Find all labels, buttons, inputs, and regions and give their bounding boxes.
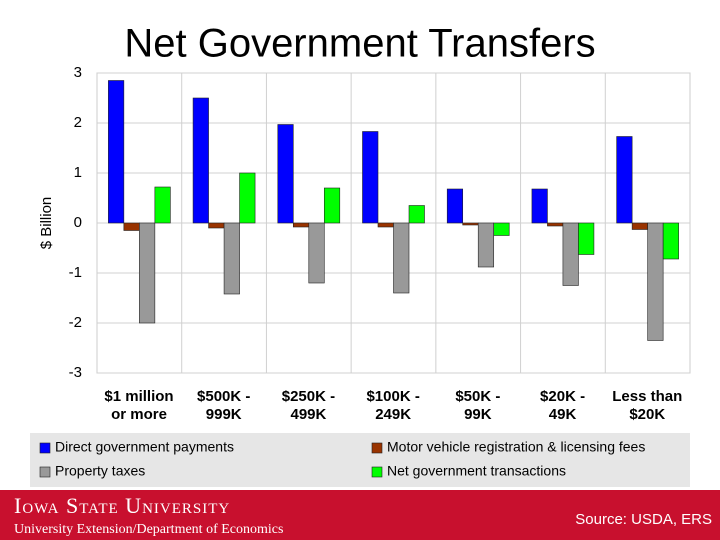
- bar: [323, 187, 341, 224]
- y-tick-label: 0: [74, 214, 82, 231]
- bar: [292, 222, 310, 228]
- bar: [123, 222, 140, 231]
- bar: [277, 124, 294, 224]
- x-tick-label: $250K - 499K: [281, 388, 336, 423]
- legend-swatch: [39, 442, 51, 454]
- bar: [192, 97, 209, 224]
- footer-band: [0, 490, 720, 540]
- bar: [477, 222, 495, 268]
- bar: [308, 222, 325, 284]
- bar: [208, 222, 225, 229]
- department: University Extension/Department of Econo…: [14, 522, 283, 537]
- bar: [578, 222, 595, 255]
- legend-label: Net government transactions: [387, 463, 566, 479]
- y-tick-label: -2: [69, 314, 82, 331]
- bar: [462, 222, 479, 226]
- bar: [547, 222, 564, 227]
- bar: [562, 222, 579, 286]
- bar: [616, 136, 633, 224]
- source: Source: USDA, ERS: [575, 511, 712, 528]
- bar: [662, 222, 679, 260]
- y-tick-label: 2: [74, 114, 82, 131]
- chart-title: Net Government Transfers: [124, 22, 595, 66]
- legend-label: Property taxes: [55, 463, 145, 479]
- legend-label: Direct government payments: [55, 439, 234, 455]
- y-tick-label: -3: [69, 364, 82, 381]
- x-tick-label: Less than $20K: [612, 388, 683, 423]
- y-tick-label: 3: [74, 64, 82, 81]
- bar: [362, 131, 379, 224]
- legend-swatch: [371, 466, 383, 478]
- bar: [446, 188, 464, 224]
- y-tick-label: -1: [69, 264, 82, 281]
- bar: [531, 188, 548, 224]
- bar: [139, 222, 156, 324]
- bar: [408, 205, 425, 224]
- legend-label: Motor vehicle registration & licensing f…: [387, 439, 645, 455]
- bar: [493, 222, 510, 236]
- bar: [154, 186, 171, 224]
- x-tick-label: $20K - 49K: [540, 388, 586, 423]
- bar: [377, 222, 394, 228]
- y-axis-label: $ Billion: [38, 197, 55, 250]
- legend-box: [30, 433, 690, 487]
- bar: [108, 80, 125, 224]
- bar: [223, 222, 240, 295]
- y-tick-label: 1: [74, 164, 82, 181]
- x-tick-label: $500K - 999K: [197, 388, 251, 423]
- bar: [239, 172, 256, 224]
- x-tick-label: $1 million or more: [104, 388, 174, 423]
- x-tick-label: $50K - 99K: [455, 388, 501, 423]
- bar: [647, 222, 664, 341]
- bar: [631, 222, 648, 230]
- legend-swatch: [39, 466, 51, 478]
- bar: [393, 222, 410, 294]
- legend-swatch: [371, 442, 383, 454]
- x-tick-label: $100K - 249K: [366, 388, 420, 423]
- university-name: Iowa State University: [14, 493, 230, 518]
